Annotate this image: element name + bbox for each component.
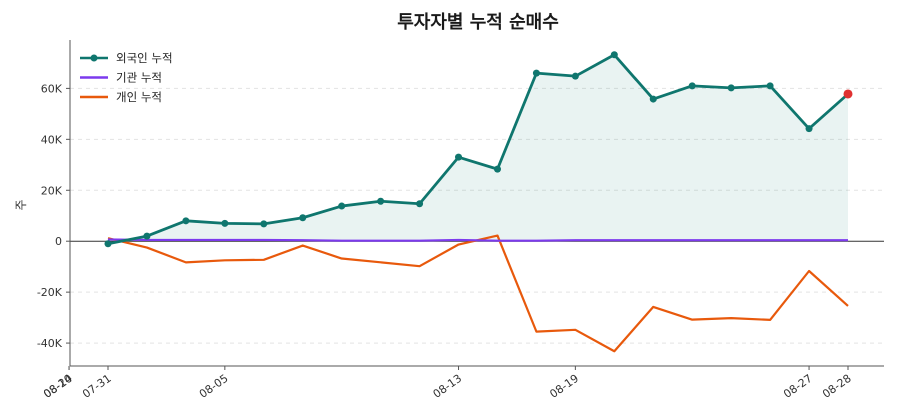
legend-label: 개인 누적 [116,90,162,104]
legend-label: 외국인 누적 [116,51,173,65]
foreign-area-fill [108,54,848,244]
data-point [338,202,346,210]
series-markers [104,51,853,248]
y-axis-ticks: -40K -20K 0 20K 40K 60K [37,82,70,350]
y-axis-label: 주 [14,199,28,210]
data-point [805,125,813,133]
series-lines [107,53,849,353]
data-point [571,72,579,80]
last-point-marker [843,89,853,99]
legend-label: 기관 누적 [116,71,162,85]
data-point [416,200,424,208]
data-point [299,214,307,222]
data-point [221,219,229,227]
series-line [107,238,848,242]
data-point [649,95,657,103]
data-point [532,69,540,77]
data-point [727,84,735,92]
y-tick-label: -20K [37,286,63,299]
data-point [182,217,190,225]
data-point [493,165,501,173]
chart-title: 투자자별 누적 순매수 [397,12,559,33]
axes [69,40,884,367]
data-point [377,197,385,205]
y-tick-label: 60K [41,82,63,95]
series-line [107,53,849,246]
data-point [260,220,268,228]
y-tick-label: 20K [41,184,63,197]
area-fill [108,54,848,244]
data-point [688,82,696,90]
data-point [766,82,774,90]
legend-marker [90,54,98,62]
y-tick-label: 0 [55,235,62,248]
data-point [610,51,618,59]
y-tick-label: -40K [37,337,63,350]
data-point [104,240,112,248]
data-point [455,153,463,161]
data-point [143,232,151,240]
y-tick-label: 40K [41,133,63,146]
